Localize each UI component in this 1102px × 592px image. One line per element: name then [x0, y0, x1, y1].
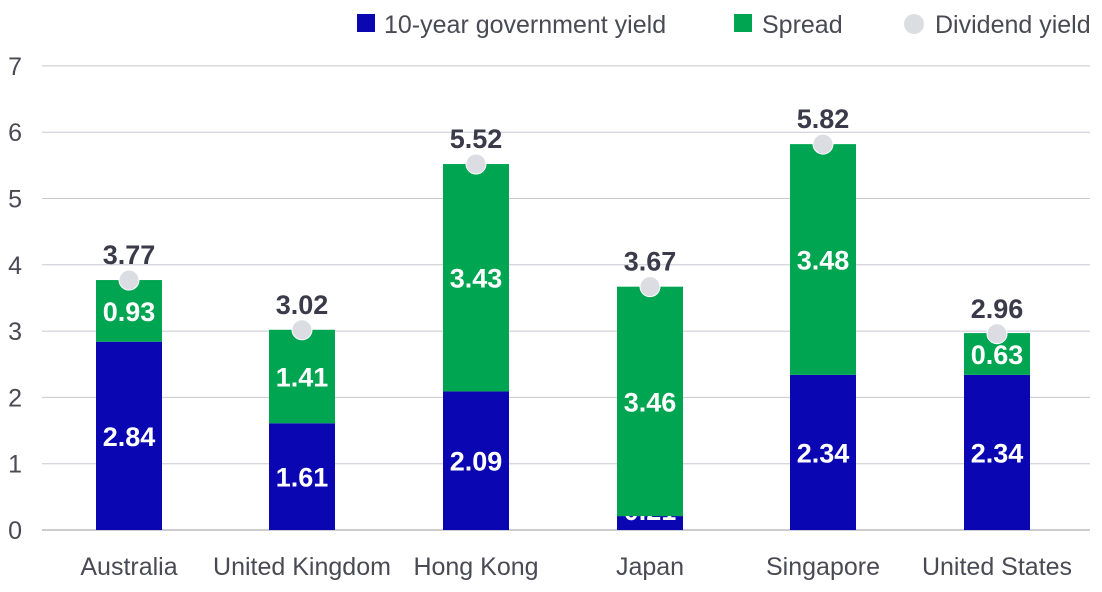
y-tick-label-0: 0 — [8, 517, 22, 545]
legend-label-dividend-yield: Dividend yield — [935, 11, 1091, 39]
legend-swatch-dividend-yield — [904, 14, 924, 34]
dividend-yield-label-singapore: 5.82 — [797, 104, 850, 134]
dividend-yield-label-japan: 3.67 — [624, 247, 677, 277]
y-tick-label-3: 3 — [8, 318, 22, 346]
x-category-label-singapore: Singapore — [766, 553, 880, 581]
bar-government-yield-australia — [96, 341, 162, 530]
gridlines — [42, 65, 1090, 531]
y-tick-label-7: 7 — [8, 53, 22, 81]
value-label-spread-japan: 3.46 — [624, 387, 677, 417]
value-label-government-yield-united-kingdom: 1.61 — [276, 463, 329, 493]
dividend-yield-dot-singapore — [812, 133, 834, 155]
bar-spread-japan — [617, 286, 683, 517]
dividend-yield-label-united-kingdom: 3.02 — [276, 290, 329, 320]
dividend-yield-label-australia: 3.77 — [103, 240, 156, 270]
dividend-yield-label-united-states: 2.96 — [971, 294, 1024, 324]
value-label-government-yield-singapore: 2.34 — [797, 438, 850, 468]
x-category-label-united-kingdom: United Kingdom — [213, 553, 391, 581]
dividend-yield-dot-japan — [639, 276, 661, 298]
legend-swatch-spread — [734, 14, 752, 32]
bar-government-yield-singapore — [790, 374, 856, 530]
bar-spread-hong-kong — [443, 164, 509, 392]
dividend-yield-dot-united-kingdom — [291, 319, 313, 341]
legend: 10-year government yield Spread Dividend… — [357, 11, 1091, 39]
value-label-spread-united-states: 0.63 — [971, 340, 1024, 370]
bars: 2.840.931.611.412.093.430.213.462.343.48… — [96, 144, 1030, 530]
bar-spread-singapore — [790, 144, 856, 375]
x-category-label-hong-kong: Hong Kong — [413, 553, 538, 581]
x-category-label-japan: Japan — [616, 553, 684, 581]
x-axis-labels: Australia United Kingdom Hong Kong Japan Sin… — [80, 553, 1072, 581]
y-tick-label-4: 4 — [8, 252, 22, 280]
bar-government-yield-united-states — [964, 374, 1030, 530]
x-category-label-united-states: United States — [922, 553, 1072, 581]
bar-government-yield-japan — [617, 516, 683, 530]
y-tick-label-5: 5 — [8, 186, 22, 214]
value-label-government-yield-australia: 2.84 — [103, 422, 156, 452]
y-tick-label-6: 6 — [8, 119, 22, 147]
x-category-label-australia: Australia — [80, 553, 177, 581]
legend-label-spread: Spread — [762, 11, 843, 39]
dividend-yield-markers: 3.77 3.02 5.52 3.67 5.82 2.96 — [103, 104, 1024, 345]
bar-government-yield-united-kingdom — [269, 423, 335, 530]
legend-label-government-yield: 10-year government yield — [384, 11, 666, 39]
bar-government-yield-hong-kong — [443, 391, 509, 530]
y-tick-label-2: 2 — [8, 384, 22, 412]
value-label-government-yield-hong-kong: 2.09 — [450, 447, 503, 477]
value-label-spread-australia: 0.93 — [103, 297, 156, 327]
value-label-government-yield-united-states: 2.34 — [971, 438, 1024, 468]
y-axis-ticks: 0 1 2 3 4 5 6 7 — [8, 53, 22, 545]
y-tick-label-1: 1 — [8, 451, 22, 479]
bar-spread-united-kingdom — [269, 329, 335, 424]
dividend-yield-dot-australia — [118, 269, 140, 291]
dividend-yield-dot-hong-kong — [465, 153, 487, 175]
value-label-spread-hong-kong: 3.43 — [450, 264, 503, 294]
dividend-yield-dot-united-states — [986, 323, 1008, 345]
legend-swatch-government-yield — [357, 14, 375, 32]
value-label-spread-singapore: 3.48 — [797, 245, 850, 275]
dividend-yield-label-hong-kong: 5.52 — [450, 124, 503, 154]
value-label-spread-united-kingdom: 1.41 — [276, 363, 329, 393]
